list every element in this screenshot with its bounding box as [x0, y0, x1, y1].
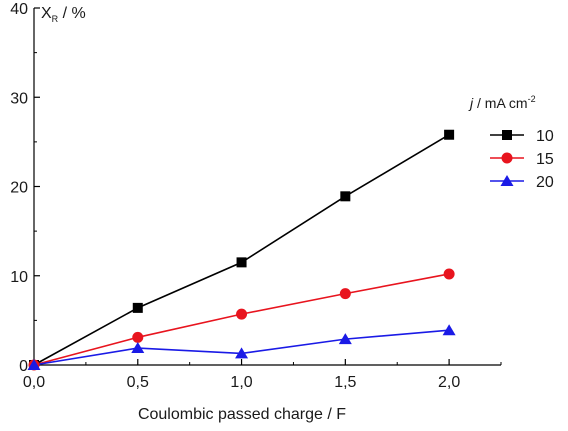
y-tick-label: 40 [10, 1, 28, 18]
data-point-10-3 [340, 191, 351, 202]
labels: XR / % Coulombic passed charge / F [41, 5, 346, 423]
legend-title-sup: -2 [528, 94, 536, 104]
legend-title: j / mA cm-2 [468, 94, 536, 111]
x-tick-label: 0,0 [23, 374, 45, 391]
legend-label-10: 10 [536, 128, 554, 145]
y-axis-title: XR / % [41, 5, 86, 24]
data-point-15-2 [236, 308, 248, 320]
x-tick-label: 1,5 [334, 374, 356, 391]
series [33, 134, 450, 366]
data-point-10-1 [132, 302, 143, 313]
ticks: 0 10 20 30 40 0,0 0,5 1,0 1,5 2,0 [10, 1, 502, 391]
legend-label-15: 15 [536, 151, 554, 168]
series-line-10 [33, 134, 450, 366]
y-axis-title-main: X [41, 5, 52, 22]
y-tick-label: 10 [10, 269, 28, 286]
data-point-15-4 [443, 268, 455, 280]
legend: j / mA cm-2 10 15 20 [468, 94, 554, 191]
x-axis-title: Coulombic passed charge / F [138, 406, 346, 423]
data-point-20-1 [131, 342, 145, 354]
data-point-10-4 [444, 129, 455, 140]
data-point-20-0 [27, 359, 41, 370]
y-axis-title-unit: / % [58, 5, 86, 22]
y-axis-title-subscript: R [52, 14, 59, 24]
data-point-15-3 [339, 288, 351, 300]
axes [33, 8, 501, 366]
y-tick-label: 20 [10, 180, 28, 197]
data-point-15-1 [132, 331, 144, 343]
legend-marker-15 [501, 152, 513, 164]
legend-title-italic: j [468, 95, 474, 111]
data-point-20-4 [442, 324, 456, 336]
legend-marker-20 [500, 175, 514, 186]
y-tick-label: 30 [10, 90, 28, 107]
x-tick-label: 2,0 [438, 374, 460, 391]
y-tick-label: 0 [19, 358, 28, 375]
data-point-10-2 [236, 257, 247, 268]
markers [27, 129, 456, 371]
legend-title-rest: / mA cm [473, 95, 527, 111]
data-point-20-3 [338, 333, 352, 345]
legend-marker-10 [502, 130, 512, 140]
legend-label-20: 20 [536, 174, 554, 191]
x-tick-label: 0,5 [127, 374, 149, 391]
x-tick-label: 1,0 [230, 374, 252, 391]
data-point-20-2 [235, 347, 249, 359]
